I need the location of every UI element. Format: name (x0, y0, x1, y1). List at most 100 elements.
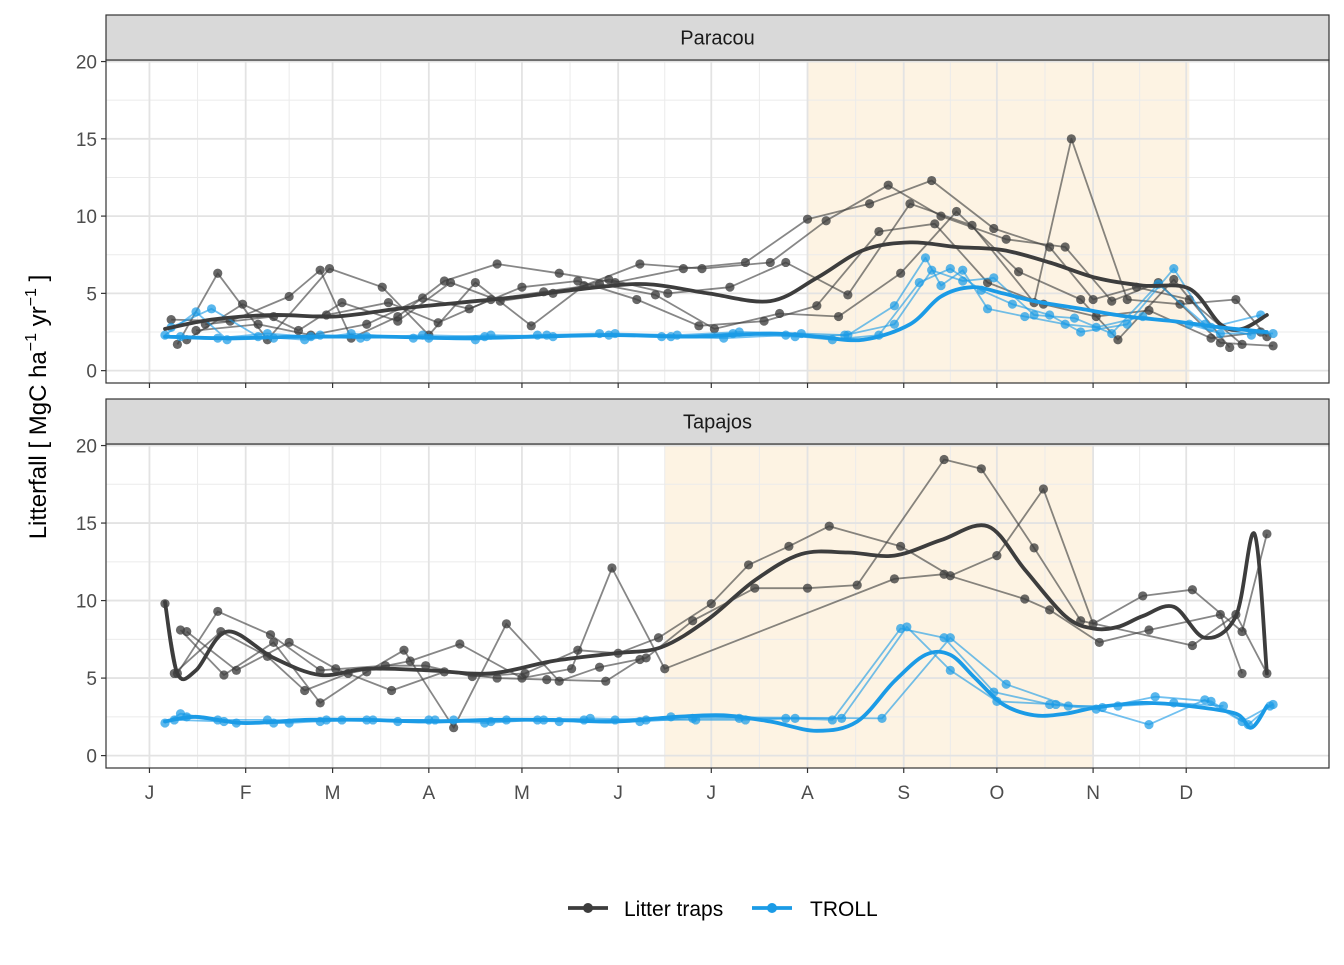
x-tick-label: S (897, 783, 910, 804)
y-tick-label: 0 (86, 362, 97, 383)
litter-traps-point (889, 574, 900, 584)
litter-traps-point (1268, 341, 1278, 351)
y-axis-title-exp1: −1 (23, 333, 40, 351)
litter-traps-point (1215, 609, 1225, 620)
litter-traps-point (492, 259, 502, 269)
litter-traps-point (843, 290, 853, 300)
litter-traps-point (526, 321, 536, 331)
litter-traps-point (650, 290, 661, 300)
litter-traps-point (802, 583, 813, 593)
litter-traps-point (784, 541, 794, 551)
troll-point (1122, 319, 1132, 329)
litter-traps-point (1088, 294, 1098, 305)
litter-traps-point (896, 268, 906, 278)
panel-strip (105, 398, 1330, 445)
litter-traps-point (418, 293, 428, 303)
legend: Litter traps TROLL (568, 898, 878, 921)
troll-point (889, 319, 900, 329)
litter-traps-point (284, 637, 294, 648)
troll-point (1063, 701, 1073, 711)
litter-traps-point (213, 606, 223, 617)
litter-traps-point (1013, 267, 1024, 277)
litter-traps-point (939, 454, 949, 465)
litter-traps-point (315, 265, 325, 275)
panel-strip (105, 14, 1330, 61)
litter-traps-point (743, 560, 754, 570)
litter-traps-point (653, 633, 664, 643)
litter-traps-point (1094, 637, 1104, 648)
litter-traps-point (896, 541, 906, 551)
litter-traps-point (833, 311, 844, 322)
litter-traps-point (399, 645, 409, 655)
troll-point (958, 265, 968, 275)
x-tick-label: A (801, 783, 814, 804)
litter-traps-point (781, 257, 791, 268)
litter-traps-point (172, 339, 182, 349)
litter-traps-point (284, 291, 294, 302)
x-axis-ticks (148, 383, 1187, 388)
troll-point (1007, 299, 1017, 309)
troll-point (982, 304, 993, 314)
litter-traps-point (1066, 134, 1076, 144)
troll-point (1265, 701, 1275, 711)
panel-title: Tapajos (683, 412, 752, 434)
troll-point (1206, 696, 1216, 706)
y-tick-label: 20 (76, 437, 97, 458)
y-axis-title-end: ] (25, 275, 52, 288)
x-tick-label: N (1086, 783, 1100, 804)
litter-traps-point (182, 626, 192, 637)
troll-point (877, 713, 887, 723)
litter-traps-point (594, 662, 605, 672)
litter-traps-point (331, 664, 341, 674)
litter-traps-point (554, 268, 564, 278)
y-tick-label: 5 (86, 669, 97, 690)
legend-label: Litter traps (624, 898, 723, 921)
litter-traps-point (951, 206, 962, 217)
litter-traps-point (1029, 543, 1039, 553)
troll-smooth-line (163, 285, 1269, 343)
litter-traps-point (774, 308, 785, 319)
litter-traps-point (678, 264, 688, 274)
litter-traps-point (1045, 605, 1055, 615)
litter-traps-point (725, 282, 735, 292)
troll-point (936, 281, 946, 291)
litter-traps-point (253, 319, 263, 329)
litter-traps-point (1113, 335, 1123, 345)
litter-traps-point (1076, 294, 1086, 305)
litter-traps-point (663, 288, 673, 298)
litter-traps-point (694, 321, 704, 331)
troll-point (1218, 701, 1229, 711)
troll-point (1020, 311, 1030, 322)
litter-traps-point (709, 324, 719, 334)
litter-traps-smooth-line (163, 240, 1269, 332)
troll-point (1144, 719, 1154, 730)
troll-point (1076, 327, 1086, 337)
litter-traps-line (186, 630, 641, 692)
panel-tapajos: Tapajos 0 5 10 15 20 J F M A M J J A S O N D (76, 398, 1330, 804)
y-tick-label: 15 (76, 130, 97, 151)
litter-traps-point (688, 616, 698, 626)
litter-traps-point (191, 325, 201, 336)
litter-traps-point (449, 723, 459, 733)
litter-traps-point (455, 639, 465, 649)
litter-traps-smooth-line (163, 523, 1269, 682)
gridlines (106, 60, 1329, 383)
litter-traps-point (219, 670, 229, 680)
litter-traps-point (1262, 529, 1272, 539)
troll-point (1215, 328, 1225, 339)
litter-traps-point (573, 276, 583, 286)
litter-traps-point (852, 580, 862, 590)
troll-point (1150, 692, 1160, 702)
litter-traps-point (1060, 242, 1070, 252)
y-axis-title-exp2: −1 (23, 288, 40, 306)
litter-traps-point (237, 299, 248, 309)
troll-point (927, 265, 937, 275)
y-axis-ticks: 0 5 10 15 20 (76, 437, 106, 768)
litter-traps-point (470, 277, 480, 288)
troll-point (1001, 679, 1011, 689)
troll-point (206, 304, 217, 314)
litter-traps-point (1225, 342, 1235, 353)
litter-traps-point (765, 257, 775, 268)
